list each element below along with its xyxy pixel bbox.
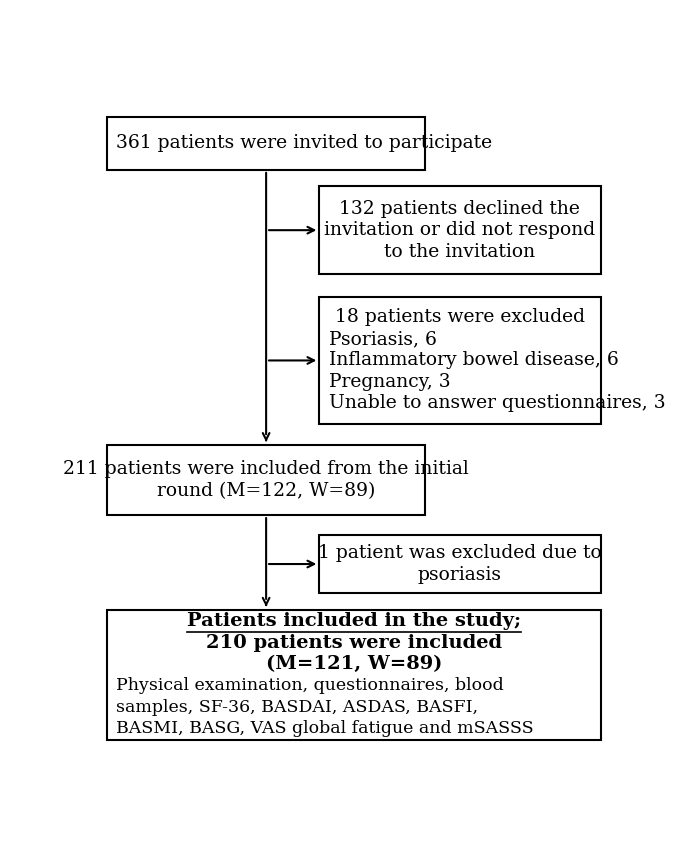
Text: BASMI, BASG, VAS global fatigue and mSASSS: BASMI, BASG, VAS global fatigue and mSAS… xyxy=(116,720,534,737)
Text: to the invitation: to the invitation xyxy=(384,243,536,261)
Text: Physical examination, questionnaires, blood: Physical examination, questionnaires, bl… xyxy=(116,677,504,694)
Bar xyxy=(319,297,601,424)
Text: samples, SF-36, BASDAI, ASDAS, BASFI,: samples, SF-36, BASDAI, ASDAS, BASFI, xyxy=(116,699,479,716)
Text: 210 patients were included: 210 patients were included xyxy=(206,634,502,651)
Text: round (M=122, W=89): round (M=122, W=89) xyxy=(157,481,375,500)
Bar xyxy=(319,186,601,274)
Text: 361 patients were invited to participate: 361 patients were invited to participate xyxy=(116,135,493,152)
Bar xyxy=(319,535,601,593)
Text: 18 patients were excluded: 18 patients were excluded xyxy=(335,309,585,327)
Text: 1 patient was excluded due to: 1 patient was excluded due to xyxy=(318,544,601,563)
Text: 132 patients declined the: 132 patients declined the xyxy=(340,200,580,217)
Bar xyxy=(107,445,425,515)
Text: Psoriasis, 6: Psoriasis, 6 xyxy=(329,330,436,348)
Text: Inflammatory bowel disease, 6: Inflammatory bowel disease, 6 xyxy=(329,351,619,370)
Text: Unable to answer questionnaires, 3: Unable to answer questionnaires, 3 xyxy=(329,394,665,413)
Bar xyxy=(107,610,601,740)
Text: Pregnancy, 3: Pregnancy, 3 xyxy=(329,373,451,391)
Text: psoriasis: psoriasis xyxy=(418,566,502,584)
Text: Patients included in the study;: Patients included in the study; xyxy=(186,612,521,630)
Bar xyxy=(107,117,425,170)
Text: invitation or did not respond: invitation or did not respond xyxy=(324,221,595,239)
Text: 211 patients were included from the initial: 211 patients were included from the init… xyxy=(63,460,469,478)
Text: (M=121, W=89): (M=121, W=89) xyxy=(266,655,442,673)
